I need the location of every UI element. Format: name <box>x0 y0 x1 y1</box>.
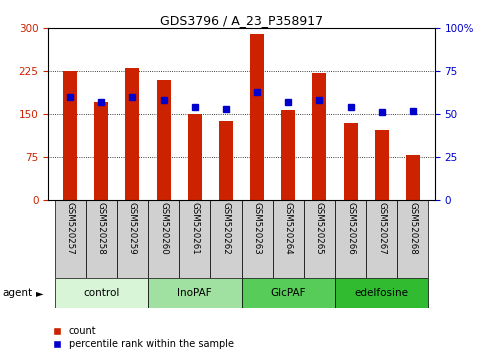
Text: ►: ► <box>36 288 44 298</box>
Bar <box>335 200 366 278</box>
Text: GSM520267: GSM520267 <box>377 202 386 255</box>
Text: GlcPAF: GlcPAF <box>270 288 306 298</box>
Bar <box>313 73 327 200</box>
Bar <box>188 114 202 200</box>
Title: GDS3796 / A_23_P358917: GDS3796 / A_23_P358917 <box>160 14 323 27</box>
Text: GSM520268: GSM520268 <box>409 202 417 255</box>
Text: GSM520259: GSM520259 <box>128 202 137 255</box>
Bar <box>156 80 170 200</box>
Text: GSM520265: GSM520265 <box>315 202 324 255</box>
Bar <box>85 200 117 278</box>
Text: control: control <box>83 288 119 298</box>
Bar <box>242 278 335 308</box>
Text: GSM520262: GSM520262 <box>221 202 230 255</box>
Bar <box>55 200 85 278</box>
Text: InoPAF: InoPAF <box>177 288 212 298</box>
Bar <box>179 200 210 278</box>
Bar <box>406 155 420 200</box>
Bar <box>375 130 389 200</box>
Text: agent: agent <box>2 288 32 298</box>
Bar <box>55 278 148 308</box>
Legend: count, percentile rank within the sample: count, percentile rank within the sample <box>53 326 234 349</box>
Bar <box>219 121 233 200</box>
Text: GSM520264: GSM520264 <box>284 202 293 255</box>
Text: edelfosine: edelfosine <box>355 288 409 298</box>
Text: GSM520263: GSM520263 <box>253 202 262 255</box>
Bar <box>281 110 295 200</box>
Text: GSM520260: GSM520260 <box>159 202 168 255</box>
Bar <box>242 200 273 278</box>
Bar <box>210 200 242 278</box>
Text: GSM520261: GSM520261 <box>190 202 199 255</box>
Bar <box>250 34 264 200</box>
Text: GSM520266: GSM520266 <box>346 202 355 255</box>
Bar <box>94 102 108 200</box>
Bar <box>148 278 242 308</box>
Bar <box>304 200 335 278</box>
Bar <box>273 200 304 278</box>
Bar <box>148 200 179 278</box>
Bar <box>366 200 398 278</box>
Text: GSM520257: GSM520257 <box>66 202 74 255</box>
Bar <box>117 200 148 278</box>
Bar <box>126 68 140 200</box>
Bar <box>335 278 428 308</box>
Bar <box>398 200 428 278</box>
Bar <box>343 123 357 200</box>
Bar <box>63 71 77 200</box>
Text: GSM520258: GSM520258 <box>97 202 106 255</box>
